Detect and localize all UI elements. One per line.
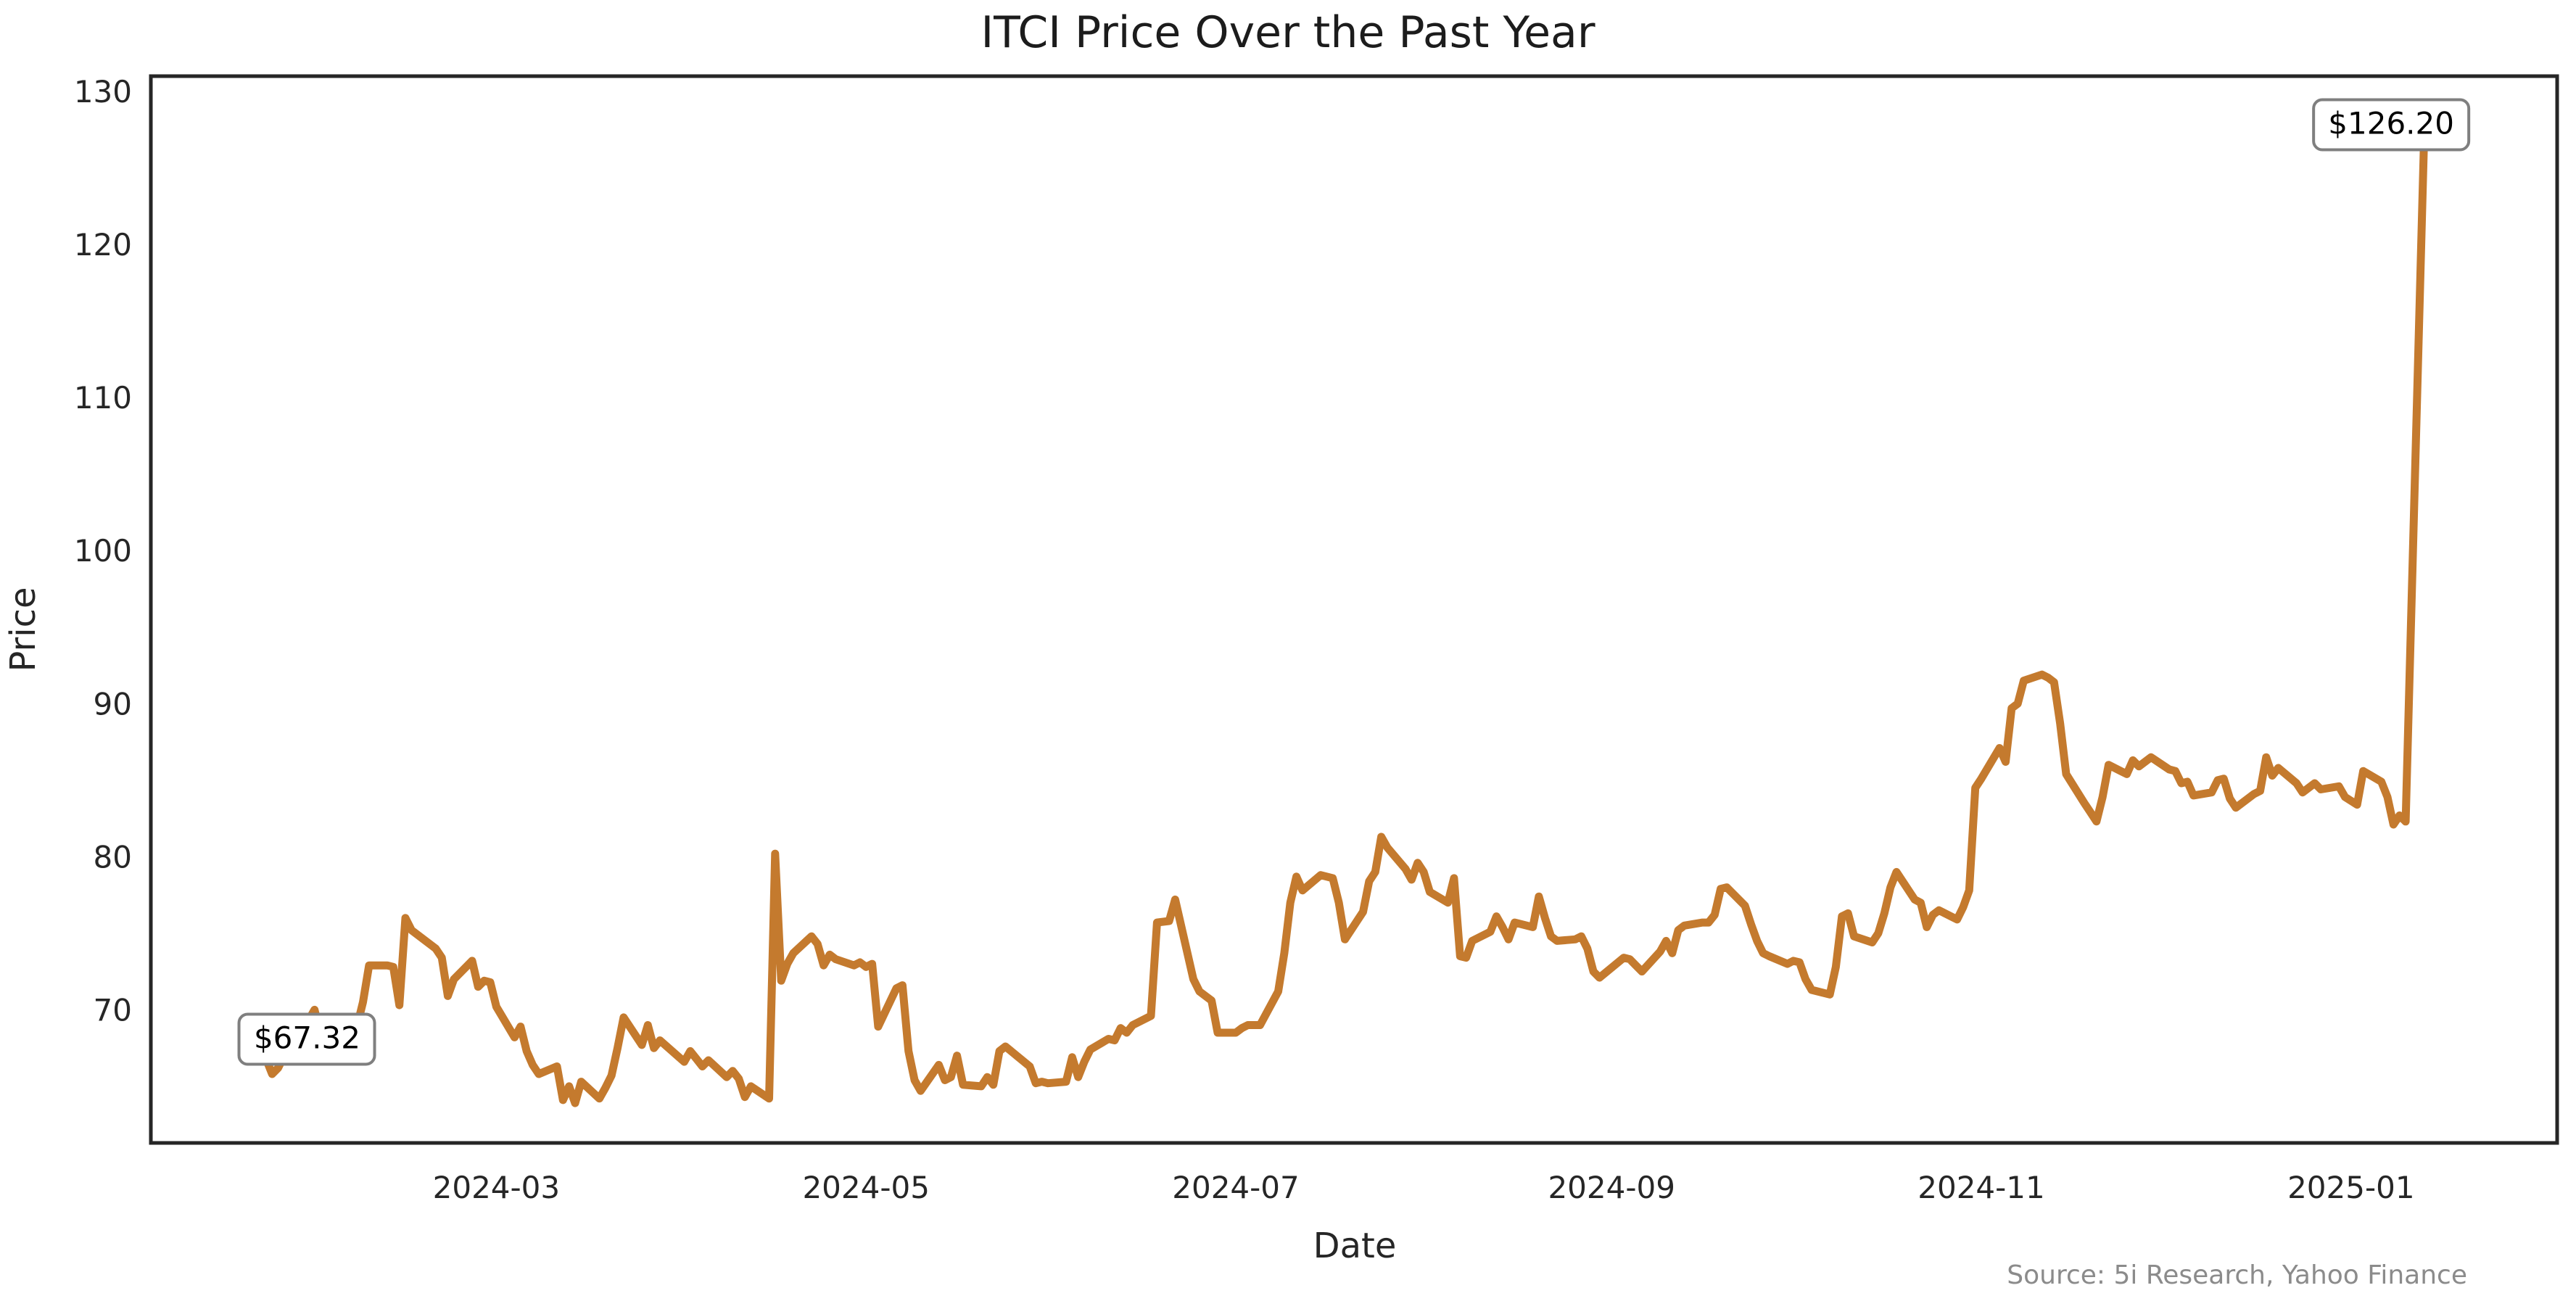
x-axis-label: Date — [1313, 1226, 1397, 1266]
y-tick-label: 80 — [94, 839, 132, 875]
y-tick-label: 120 — [74, 227, 132, 263]
x-tick-label: 2024-03 — [433, 1170, 561, 1205]
x-tick-label: 2024-11 — [1917, 1170, 2045, 1205]
y-tick-label: 90 — [94, 686, 132, 722]
annotation-end-price: $126.20 — [2312, 98, 2470, 152]
y-tick-label: 100 — [74, 533, 132, 569]
y-tick-label: 70 — [94, 992, 132, 1028]
x-tick-label: 2024-05 — [802, 1170, 930, 1205]
chart-title: ITCI Price Over the Past Year — [981, 7, 1595, 58]
y-tick-label: 110 — [74, 380, 132, 416]
x-tick-label: 2024-09 — [1548, 1170, 1675, 1205]
source-note: Source: 5i Research, Yahoo Finance — [2007, 1260, 2467, 1290]
x-tick-label: 2024-07 — [1172, 1170, 1300, 1205]
y-tick-label: 130 — [74, 74, 132, 110]
y-axis-label: Price — [3, 587, 44, 672]
x-tick-label: 2025-01 — [2287, 1170, 2415, 1205]
plot-frame — [149, 74, 2559, 1145]
annotation-start-price: $67.32 — [237, 1012, 376, 1066]
price-line — [255, 145, 2428, 1107]
